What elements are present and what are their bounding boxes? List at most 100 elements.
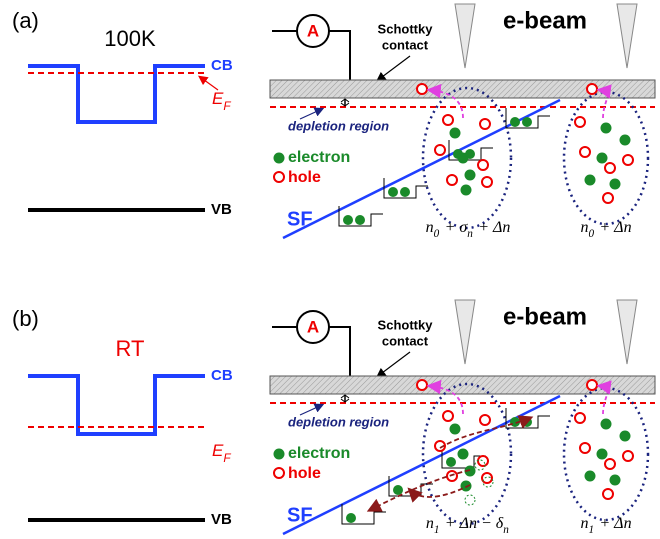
electron [585, 471, 596, 482]
depletion-label: depletion region [288, 118, 389, 133]
electron [458, 153, 469, 164]
formula-right-part: + Δn [595, 515, 631, 532]
hole [480, 415, 490, 425]
formula-left-part: + σ [441, 219, 469, 236]
formula-left: n0 + σn + Δn [426, 219, 511, 240]
ammeter-label: A [307, 317, 319, 336]
legend-electron-label: electron [288, 149, 350, 166]
cb-label: CB [211, 57, 233, 74]
hole [605, 459, 615, 469]
formula-left-gap [509, 515, 510, 532]
ef-label: EF [212, 441, 232, 465]
hole [580, 147, 590, 157]
electron [343, 215, 353, 225]
electron [388, 187, 398, 197]
hole [447, 471, 457, 481]
panel-label: (b) [12, 306, 39, 331]
formula-right-part: + Δn [595, 219, 631, 236]
contact-label: contact [382, 37, 429, 52]
formula-right: n1 + Δn [580, 515, 631, 536]
conduction-band [28, 66, 205, 122]
legend-electron [274, 449, 285, 460]
formula-left-part: + Δn [474, 219, 510, 236]
legend-hole [274, 172, 284, 182]
conduction-band [28, 376, 205, 434]
hole [587, 84, 597, 94]
ef-label-part: E [212, 89, 224, 108]
hole [623, 155, 633, 165]
beam-tip [617, 4, 637, 68]
electron [620, 431, 631, 442]
hole [417, 84, 427, 94]
electron [522, 117, 532, 127]
ebeam-label: e-beam [503, 303, 587, 330]
electron [450, 424, 461, 435]
hole [443, 115, 453, 125]
ef-label-gap [231, 89, 232, 108]
wire [329, 31, 350, 80]
hole [480, 119, 490, 129]
temperature: RT [116, 336, 145, 361]
sf-label: SF [287, 208, 313, 230]
panel-label: (a) [12, 8, 39, 33]
electron [346, 513, 356, 523]
depletion-label: depletion region [288, 414, 389, 429]
hole [587, 380, 597, 390]
electron [461, 185, 472, 196]
formula-right-part: n [580, 219, 588, 236]
legend-hole-label: hole [288, 169, 321, 186]
hole [580, 443, 590, 453]
electron [610, 475, 621, 486]
electron [601, 123, 612, 134]
contact-label: Schottky [378, 317, 434, 332]
hole [435, 145, 445, 155]
captured-electron [465, 495, 475, 505]
hole [623, 451, 633, 461]
temperature: 100K [104, 26, 156, 51]
vb-label: VB [211, 201, 232, 218]
beam-tip [617, 300, 637, 364]
hole [575, 117, 585, 127]
formula-left-part: n [426, 219, 434, 236]
beam-tip [455, 300, 475, 364]
ef-arrow [200, 77, 218, 90]
hole [417, 380, 427, 390]
ammeter-label: A [307, 21, 319, 40]
ef-label-gap [231, 441, 232, 460]
legend-electron [274, 153, 285, 164]
contact-label: contact [382, 333, 429, 348]
formula-right-part: n [580, 515, 588, 532]
hole [443, 411, 453, 421]
hole [478, 160, 488, 170]
beam-tip [455, 4, 475, 68]
electron [601, 419, 612, 430]
legend-electron-label: electron [288, 445, 350, 462]
ef-label: EF [212, 89, 232, 113]
wire [329, 327, 350, 376]
vb-label: VB [211, 511, 232, 528]
electron [620, 135, 631, 146]
hole [447, 175, 457, 185]
electron [355, 215, 365, 225]
legend-hole [274, 468, 284, 478]
ef-label-part: E [212, 441, 224, 460]
hole [603, 489, 613, 499]
electron [597, 449, 608, 460]
hole [605, 163, 615, 173]
electron [465, 170, 476, 181]
electron [450, 128, 461, 139]
figure: (a)100KCBEF VBASchottkycontacte-beamdepl… [0, 0, 660, 539]
cb-label: CB [211, 367, 233, 384]
ebeam-label: e-beam [503, 7, 587, 34]
electron [458, 449, 469, 460]
formula-left-part: n [426, 515, 434, 532]
electron [446, 457, 456, 467]
formula-right: n0 + Δn [580, 219, 631, 240]
contact-arrow [378, 352, 410, 376]
electron [400, 187, 410, 197]
electron [597, 153, 608, 164]
hole [478, 456, 488, 466]
formula-left-part: + Δn − δ [441, 515, 504, 532]
electron [393, 485, 403, 495]
hole [603, 193, 613, 203]
